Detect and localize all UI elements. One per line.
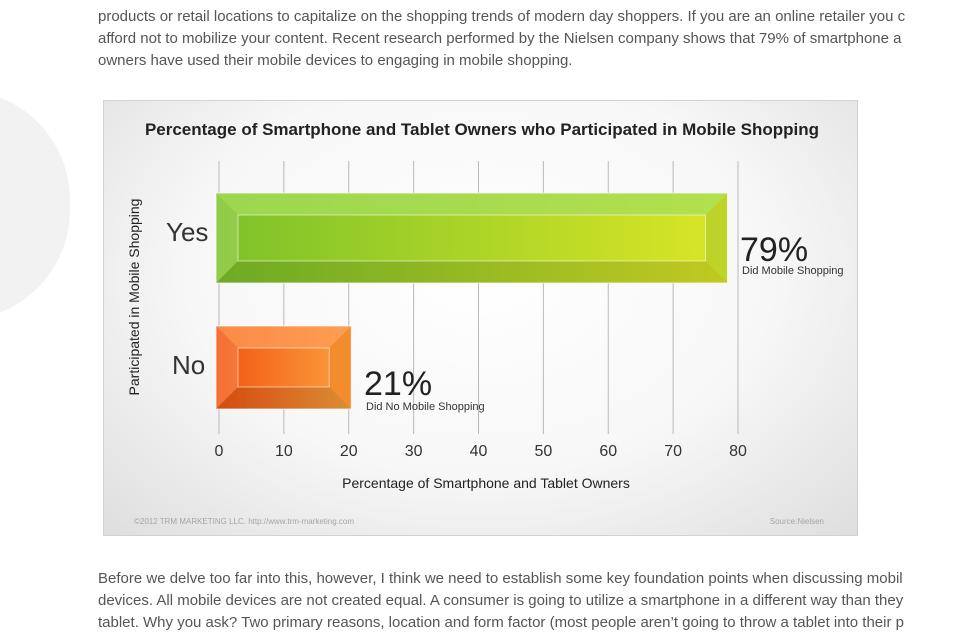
chart-footer-copyright: ©2012 TRM MARKETING LLC. http://www.trm-… [134, 517, 354, 526]
bar-yes [215, 192, 729, 284]
article-paragraph-intro: products or retail locations to capitali… [98, 6, 980, 72]
value-sublabel-no: Did No Mobile Shopping [366, 401, 485, 413]
x-tick-label: 0 [215, 443, 224, 460]
bar-yes-left-face [216, 193, 238, 283]
paragraph-line: owners have used their mobile devices to… [98, 52, 573, 69]
category-label-yes: Yes [166, 217, 208, 247]
bar-no-left-face [216, 326, 238, 409]
bar-no-outline [215, 325, 352, 410]
bar-yes-bottom-face [216, 261, 728, 283]
y-axis-title: Participated in Mobile Shopping [126, 199, 142, 396]
bar-no-top-face [216, 326, 352, 348]
chart-x-ticks: 0 10 20 30 40 50 60 70 80 [215, 443, 747, 460]
value-label-no: 21% [364, 365, 432, 403]
x-tick-label: 70 [664, 443, 682, 460]
bar-no-bottom-face [216, 387, 352, 409]
bar-yes-side-face [705, 193, 728, 283]
article-paragraph-continued: Before we delve too far into this, howev… [98, 568, 980, 634]
chart-image: Percentage of Smartphone and Tablet Owne… [103, 100, 858, 536]
paragraph-line: products or retail locations to capitali… [98, 8, 906, 25]
bar-no [215, 325, 352, 410]
x-tick-label: 20 [340, 443, 358, 460]
x-tick-label: 50 [534, 443, 552, 460]
bar-no-side-face [329, 326, 352, 409]
x-tick-label: 80 [729, 443, 747, 460]
x-axis-title: Percentage of Smartphone and Tablet Owne… [342, 475, 630, 491]
background-watermark [0, 90, 70, 320]
chart-footer-source: Source:Nielsen [770, 517, 824, 526]
value-label-yes: 79% [740, 231, 808, 269]
x-tick-label: 60 [599, 443, 617, 460]
bar-yes-outline [215, 192, 729, 284]
chart-bars [215, 192, 729, 410]
x-tick-label: 40 [470, 443, 488, 460]
category-label-no: No [172, 350, 205, 380]
paragraph-line: afford not to mobilize your content. Rec… [98, 30, 902, 47]
bar-chart: Percentage of Smartphone and Tablet Owne… [126, 120, 844, 526]
x-tick-label: 30 [405, 443, 423, 460]
x-tick-label: 10 [275, 443, 293, 460]
paragraph-line: Before we delve too far into this, howev… [98, 570, 903, 587]
value-sublabel-yes: Did Mobile Shopping [742, 265, 844, 277]
paragraph-line: tablet. Why you ask? Two primary reasons… [98, 614, 904, 631]
bar-yes-top-face [216, 193, 728, 215]
bar-yes-inner-edge [237, 214, 707, 262]
bar-no-inner-edge [237, 347, 330, 388]
chart-title: Percentage of Smartphone and Tablet Owne… [145, 120, 819, 139]
paragraph-line: devices. All mobile devices are not crea… [98, 592, 904, 609]
